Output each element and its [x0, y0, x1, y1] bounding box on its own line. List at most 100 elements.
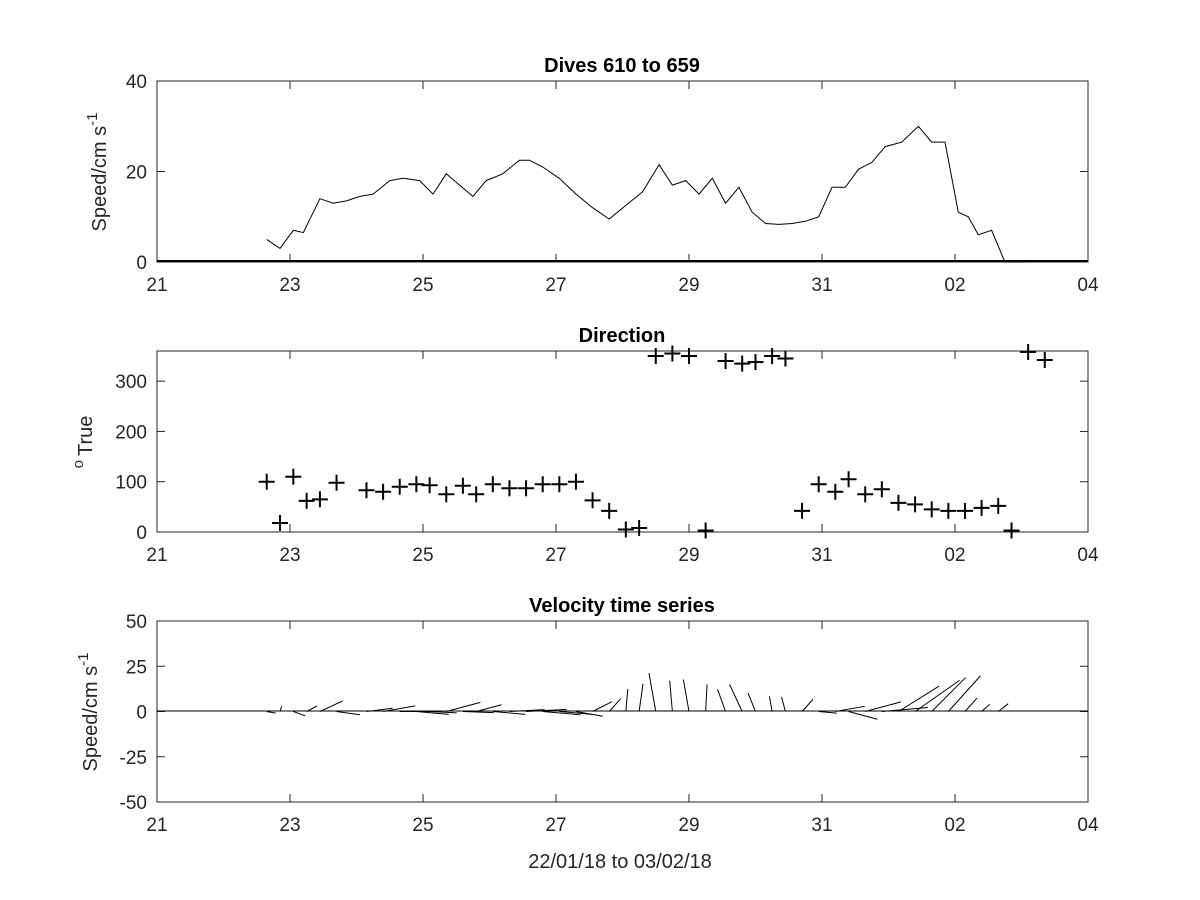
- direction-point: [311, 491, 328, 508]
- velocity-stick: [306, 705, 318, 712]
- velocity-stick: [865, 701, 902, 712]
- velocity-stick: [768, 696, 773, 712]
- direction-point: [617, 521, 634, 538]
- velocity-stick: [509, 709, 545, 712]
- velocity-stick: [638, 683, 644, 712]
- x-tick-label: 21: [146, 275, 167, 296]
- speed-panel-frame: [156, 80, 1089, 263]
- velocity-y-axis-label: Speed/cm s-1: [75, 653, 102, 772]
- direction-point: [810, 476, 827, 493]
- y-tick-label: -25: [120, 748, 147, 769]
- y-tick-label: 0: [136, 703, 147, 724]
- direction-point: [272, 514, 289, 531]
- direction-point: [697, 522, 714, 539]
- velocity-stick: [648, 673, 657, 712]
- direction-point: [647, 348, 664, 365]
- direction-point: [990, 497, 1007, 514]
- y-tick-label: 20: [126, 163, 147, 184]
- y-tick-label: 0: [136, 253, 147, 274]
- velocity-stick: [446, 701, 481, 712]
- y-tick-label: -50: [120, 793, 147, 814]
- direction-point: [631, 519, 648, 536]
- x-tick-label: 27: [545, 815, 566, 836]
- direction-point: [1020, 344, 1037, 361]
- velocity-stick: [526, 708, 567, 712]
- speed-series-line: [266, 125, 1032, 263]
- velocity-stick: [964, 697, 978, 712]
- velocity-stick: [366, 707, 393, 712]
- velocity-stick: [476, 704, 502, 712]
- x-tick-label: 31: [811, 275, 832, 296]
- velocity-panel-title: Velocity time series: [529, 595, 715, 617]
- speed-panel-title: Dives 610 to 659: [544, 55, 700, 77]
- x-tick-label: 23: [279, 545, 300, 566]
- velocity-stick: [997, 703, 1009, 712]
- velocity-stick: [914, 679, 960, 712]
- velocity-stick: [705, 684, 708, 712]
- velocity-stick: [279, 706, 283, 712]
- velocity-stick: [319, 700, 344, 712]
- direction-point: [940, 502, 957, 519]
- velocity-stick: [801, 699, 814, 712]
- x-tick-label: 25: [412, 275, 433, 296]
- velocity-stick: [931, 677, 966, 712]
- x-tick-label: 25: [412, 545, 433, 566]
- direction-point: [956, 502, 973, 519]
- velocity-stick: [747, 692, 756, 712]
- direction-point: [534, 476, 551, 493]
- direction-point: [298, 492, 315, 509]
- x-tick-label: 27: [545, 545, 566, 566]
- velocity-stick: [898, 685, 940, 712]
- direction-point: [328, 474, 345, 491]
- x-tick-label: 21: [146, 545, 167, 566]
- y-tick-label: 25: [126, 657, 147, 678]
- velocity-stick: [818, 711, 837, 714]
- y-tick-label: 40: [126, 72, 147, 93]
- direction-point: [421, 477, 438, 494]
- direction-point: [484, 476, 501, 493]
- direction-panel-frame: [156, 350, 1089, 533]
- direction-point: [1003, 522, 1020, 539]
- direction-point: [827, 483, 844, 500]
- direction-point: [468, 486, 485, 503]
- x-tick-label: 04: [1077, 275, 1099, 296]
- x-tick-label: 25: [412, 815, 433, 836]
- x-tick-label: 04: [1077, 815, 1099, 836]
- velocity-stick: [592, 701, 613, 712]
- velocity-stick: [981, 703, 991, 712]
- velocity-stick: [542, 711, 581, 716]
- direction-point: [873, 481, 890, 498]
- direction-point: [285, 468, 302, 485]
- x-tick-label: 02: [944, 545, 965, 566]
- direction-point: [764, 348, 781, 365]
- x-tick-label: 29: [678, 545, 699, 566]
- velocity-stick: [462, 711, 494, 714]
- x-tick-label: 31: [811, 815, 832, 836]
- velocity-x-ticks: 21 23 25 27 29 31 02 04: [146, 621, 1099, 836]
- y-tick-label: 300: [115, 372, 147, 393]
- y-tick-label: 200: [115, 422, 147, 443]
- direction-panel: Direction 0 100 200 300 21 23 25 27 29 31 02 04 oT…: [70, 325, 1099, 566]
- direction-point: [664, 345, 681, 362]
- x-tick-label: 21: [146, 815, 167, 836]
- x-tick-label: 02: [944, 275, 965, 296]
- direction-point: [454, 477, 471, 494]
- direction-point: [501, 480, 518, 497]
- velocity-stick: [625, 688, 629, 712]
- direction-point: [551, 476, 568, 493]
- velocity-stick: [416, 711, 449, 715]
- x-tick-label: 27: [545, 275, 566, 296]
- direction-point: [973, 499, 990, 516]
- x-tick-label: 23: [279, 815, 300, 836]
- direction-point: [777, 350, 794, 367]
- velocity-stick: [848, 711, 878, 720]
- x-tick-label: 31: [811, 545, 832, 566]
- speed-y-axis-label: Speed/cm s-1: [84, 113, 111, 232]
- direction-point: [840, 471, 857, 488]
- direction-point: [391, 478, 408, 495]
- direction-y-axis-label: oTrue: [70, 416, 97, 469]
- x-tick-label: 29: [678, 275, 699, 296]
- direction-point: [567, 473, 584, 490]
- velocity-stick: [608, 698, 622, 712]
